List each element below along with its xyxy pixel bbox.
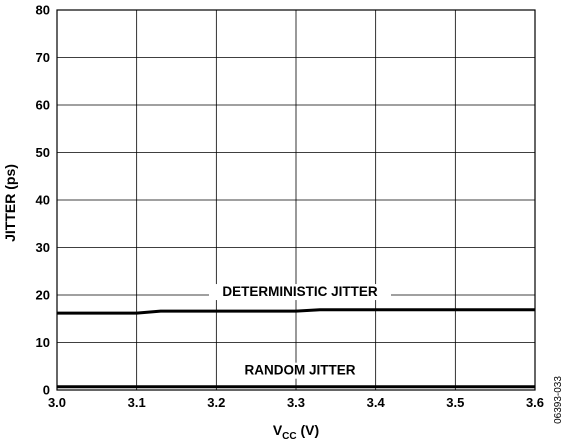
y-tick-label: 10 bbox=[36, 335, 50, 350]
x-axis-label-main: V bbox=[273, 422, 283, 438]
plot-frame bbox=[56, 9, 536, 391]
y-tick-label: 20 bbox=[36, 288, 50, 303]
data-series bbox=[57, 308, 535, 389]
grid-lines bbox=[57, 10, 535, 390]
y-tick-label: 40 bbox=[36, 193, 50, 208]
y-tick-label: 70 bbox=[36, 50, 50, 65]
figure-code: 06393-033 bbox=[553, 376, 564, 424]
x-tick-label: 3.0 bbox=[48, 395, 66, 410]
annotation-background bbox=[209, 284, 391, 301]
x-axis-label-unit: (V) bbox=[297, 422, 320, 438]
x-tick-label: 3.4 bbox=[367, 395, 386, 410]
x-tick-label: 3.2 bbox=[207, 395, 225, 410]
y-tick-label: 0 bbox=[43, 383, 50, 398]
y-tick-labels: 0 10 20 30 40 50 60 70 80 bbox=[36, 3, 50, 398]
x-tick-label: 3.5 bbox=[446, 395, 464, 410]
series-line-deterministic bbox=[57, 308, 535, 315]
series-annotation-deterministic: DETERMINISTIC JITTER bbox=[222, 284, 378, 299]
x-tick-labels: 3.0 3.1 3.2 3.3 3.4 3.5 3.6 bbox=[48, 395, 544, 410]
x-tick-label: 3.6 bbox=[526, 395, 544, 410]
series-annotations: DETERMINISTIC JITTER RANDOM JITTER bbox=[209, 284, 391, 379]
x-tick-label: 3.1 bbox=[128, 395, 146, 410]
series-annotation-random: RANDOM JITTER bbox=[245, 363, 356, 378]
y-axis-label: JITTER (ps) bbox=[2, 164, 18, 242]
x-tick-label: 3.3 bbox=[287, 395, 305, 410]
x-axis-label: VCC (V) bbox=[273, 422, 319, 442]
y-tick-label: 50 bbox=[36, 145, 50, 160]
x-axis-label-subscript: CC bbox=[282, 431, 296, 442]
y-tick-label: 30 bbox=[36, 240, 50, 255]
y-tick-label: 60 bbox=[36, 98, 50, 113]
annotation-background bbox=[239, 362, 361, 379]
y-tick-label: 80 bbox=[36, 3, 50, 18]
